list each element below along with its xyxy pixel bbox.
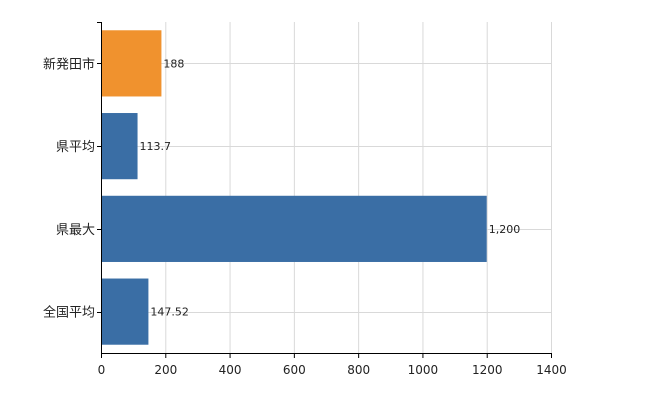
data-label: 147.52 xyxy=(150,306,189,319)
x-tick-label: 0 xyxy=(98,363,106,377)
data-label: 188 xyxy=(163,57,184,70)
bar xyxy=(101,113,138,180)
grid-lines xyxy=(101,22,552,353)
category-label: 全国平均 xyxy=(43,305,95,321)
x-tick-label: 200 xyxy=(154,363,177,377)
axes xyxy=(97,22,552,358)
data-label: 113.7 xyxy=(140,140,172,153)
category-label: 県平均 xyxy=(56,140,95,155)
x-tick-label: 400 xyxy=(219,363,242,377)
bar xyxy=(101,30,162,97)
bars xyxy=(101,30,487,345)
bar xyxy=(101,278,149,345)
bar xyxy=(101,195,487,262)
labels: 188 新発田市 113.7 県平均 1,200 県最大 147.52 全国平均 0 200 400… xyxy=(43,56,567,377)
category-label: 県最大 xyxy=(56,223,95,238)
x-tick-label: 1400 xyxy=(536,363,567,377)
x-tick-label: 600 xyxy=(283,363,306,377)
x-tick-label: 1000 xyxy=(408,363,439,377)
x-tick-label: 1200 xyxy=(472,363,503,377)
x-tick-label: 800 xyxy=(347,363,370,377)
category-label: 新発田市 xyxy=(43,56,95,72)
data-label: 1,200 xyxy=(489,223,521,236)
